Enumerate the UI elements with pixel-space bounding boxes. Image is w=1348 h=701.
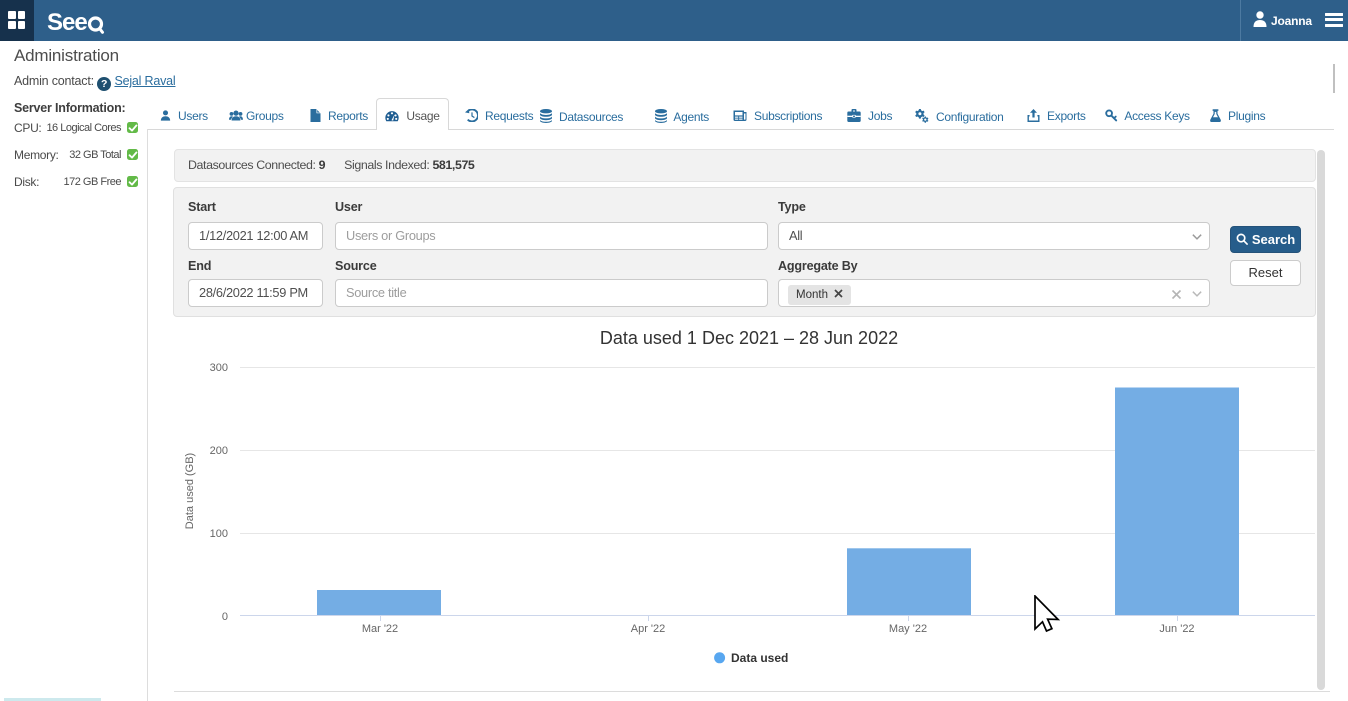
svg-text:100: 100 bbox=[210, 528, 228, 540]
svg-text:May '22: May '22 bbox=[889, 623, 927, 635]
svg-text:Data used: Data used bbox=[731, 651, 788, 665]
svg-text:See: See bbox=[47, 10, 87, 36]
svg-text:Jun '22: Jun '22 bbox=[1159, 623, 1194, 635]
svg-text:0: 0 bbox=[222, 611, 228, 623]
svg-text:Apr '22: Apr '22 bbox=[631, 623, 666, 635]
svg-text:Data used 1 Dec 2021 – 28 Jun: Data used 1 Dec 2021 – 28 Jun 2022 bbox=[600, 328, 898, 348]
svg-text:200: 200 bbox=[210, 445, 228, 457]
svg-text:Data used (GB): Data used (GB) bbox=[184, 453, 196, 529]
svg-text:Mar '22: Mar '22 bbox=[362, 623, 398, 635]
svg-text:300: 300 bbox=[210, 362, 228, 374]
